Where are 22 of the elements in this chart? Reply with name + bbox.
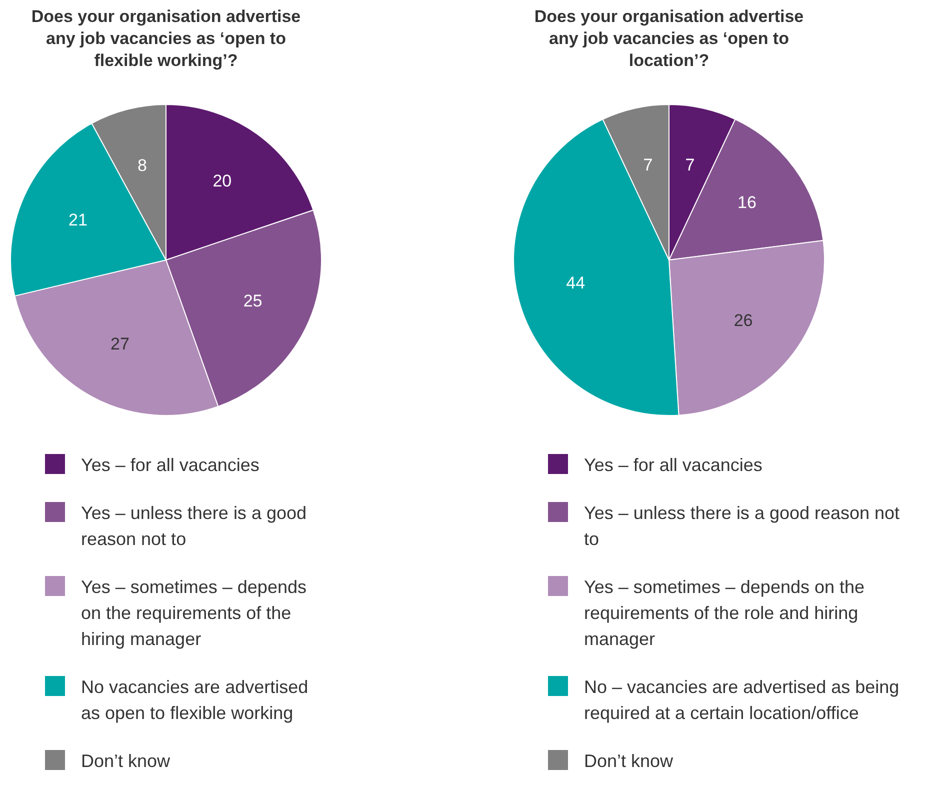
legend-label: Don’t know	[81, 750, 172, 773]
legend-label: No – vacancies are advertised as being required at a certain location/office	[584, 676, 900, 725]
chart-title: Does your organisation advertise any job vacancies as ‘open to flexible working’?	[30, 6, 302, 72]
data-label: 27	[110, 334, 130, 354]
legend-label: Yes – unless there is a good reason not to	[81, 502, 308, 551]
data-label: 21	[68, 210, 88, 230]
data-label: 16	[738, 193, 756, 212]
legend-label: Yes – for all vacancies	[584, 454, 764, 477]
legend-label: No vacancies are advertised as open to flexible working	[81, 676, 310, 725]
data-label: 8	[138, 156, 147, 176]
legend-label: Yes – sometimes – depends on the requirements of the hiring manager	[81, 576, 308, 651]
data-label: 7	[643, 156, 653, 175]
data-label: 25	[243, 292, 262, 311]
data-label: 7	[685, 156, 695, 175]
chart-title: Does your organisation advertise any job vacancies as ‘open to location’?	[533, 6, 805, 72]
legend-label: Yes – for all vacancies	[81, 454, 260, 477]
legend-label: Don’t know	[584, 750, 674, 773]
data-label: 20	[212, 171, 232, 190]
legend-label: Yes – unless there is a good reason not to	[584, 502, 901, 551]
legend-label: Yes – sometimes – depends on the requirements of the role and hiring manager	[584, 576, 866, 651]
data-label: 44	[566, 274, 586, 293]
data-label: 26	[734, 311, 753, 330]
